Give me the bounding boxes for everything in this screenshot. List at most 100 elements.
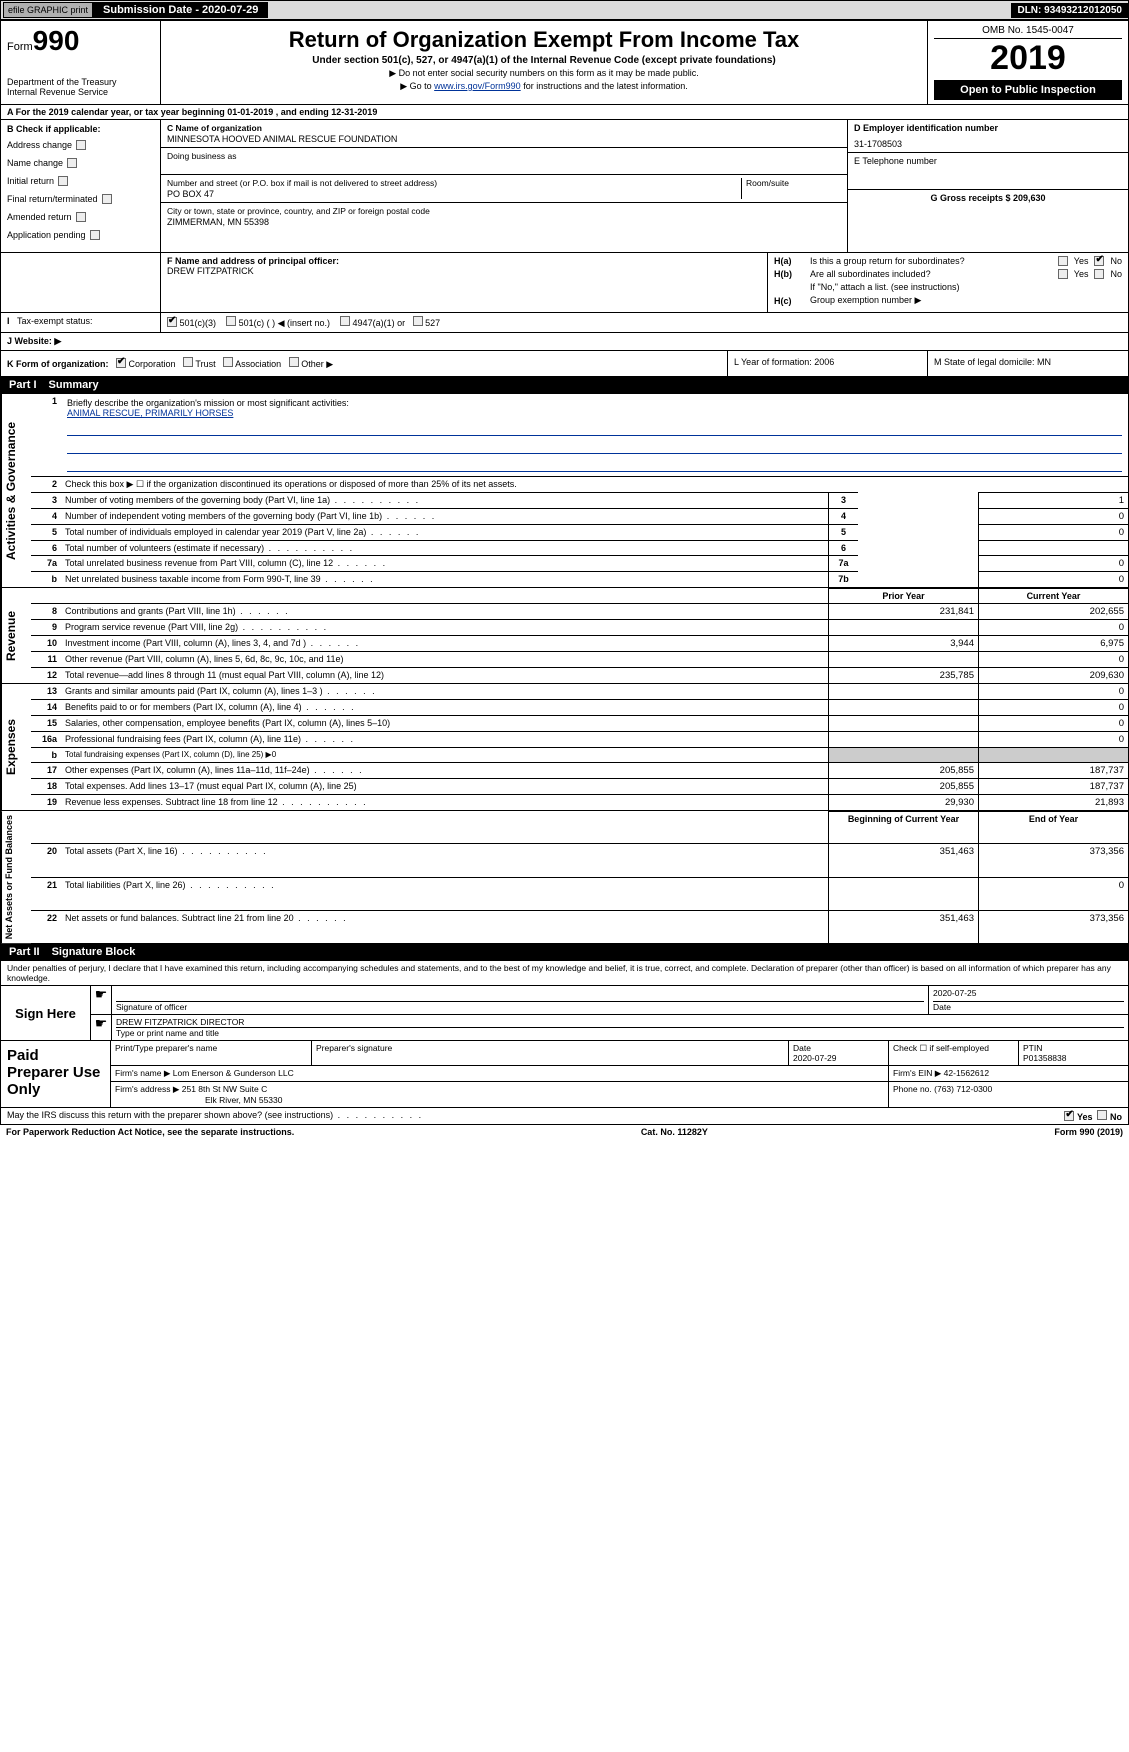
net-assets-section: Net Assets or Fund Balances Beginning of… — [0, 811, 1129, 944]
checkbox-icon[interactable] — [1064, 1111, 1074, 1121]
title-cell: Return of Organization Exempt From Incom… — [161, 21, 928, 104]
checkbox-icon[interactable] — [289, 357, 299, 367]
org-name-cell: C Name of organization MINNESOTA HOOVED … — [161, 120, 847, 148]
val-3: 1 — [978, 492, 1128, 508]
checkbox-icon[interactable] — [58, 176, 68, 186]
side-label-revenue: Revenue — [1, 588, 31, 683]
checkbox-icon[interactable] — [67, 158, 77, 168]
city-cell: City or town, state or province, country… — [161, 203, 847, 230]
form-prefix: Form — [7, 41, 33, 53]
checkbox-icon[interactable] — [1058, 269, 1068, 279]
firm-phone: (763) 712-0300 — [934, 1084, 992, 1094]
col-d: D Employer identification number 31-1708… — [848, 120, 1128, 252]
firm-addr2: Elk River, MN 55330 — [205, 1095, 282, 1105]
row-j: J Website: ▶ — [0, 333, 1129, 351]
checkbox-icon[interactable] — [116, 358, 126, 368]
checkbox-icon[interactable] — [1058, 256, 1068, 266]
arrow-icon: ☛ — [91, 1015, 111, 1040]
opt-final-return: Final return/terminated — [7, 194, 154, 204]
firm-ein: 42-1562612 — [944, 1068, 989, 1078]
form-number: 990 — [33, 25, 80, 56]
checkbox-icon[interactable] — [413, 316, 423, 326]
col-c: C Name of organization MINNESOTA HOOVED … — [161, 120, 848, 252]
addr-cell: Number and street (or P.O. box if mail i… — [161, 175, 847, 203]
room-suite: Room/suite — [741, 178, 841, 199]
activities-governance: Activities & Governance 1 Briefly descri… — [0, 394, 1129, 588]
opt-pending: Application pending — [7, 230, 154, 240]
header-grid: Form990 Department of the Treasury Inter… — [0, 20, 1129, 105]
checkbox-icon[interactable] — [102, 194, 112, 204]
officer-cell: F Name and address of principal officer:… — [161, 253, 768, 312]
val-7a: 0 — [978, 555, 1128, 571]
ein: 31-1708503 — [854, 139, 1122, 149]
signer-name: DREW FITZPATRICK DIRECTOR — [116, 1017, 1124, 1028]
side-label-activities: Activities & Governance — [1, 394, 31, 587]
street-address: PO BOX 47 — [167, 189, 741, 199]
row-a: A For the 2019 calendar year, or tax yea… — [0, 105, 1129, 120]
checkbox-icon[interactable] — [76, 140, 86, 150]
val-5: 0 — [978, 524, 1128, 540]
preparer-date: 2020-07-29 — [793, 1053, 836, 1063]
checkbox-icon[interactable] — [223, 357, 233, 367]
ein-cell: D Employer identification number 31-1708… — [848, 120, 1128, 153]
col-b-label: B Check if applicable: — [7, 124, 154, 134]
val-7b: 0 — [978, 571, 1128, 587]
opt-name-change: Name change — [7, 158, 154, 168]
form-id-cell: Form990 Department of the Treasury Inter… — [1, 21, 161, 104]
irs-link[interactable]: www.irs.gov/Form990 — [434, 81, 521, 91]
val-4: 0 — [978, 508, 1128, 524]
ptin: P01358838 — [1023, 1053, 1067, 1063]
firm-name: Lom Enerson & Gunderson LLC — [173, 1068, 294, 1078]
note2: ▶ Go to www.irs.gov/Form990 for instruct… — [167, 81, 921, 92]
city-state-zip: ZIMMERMAN, MN 55398 — [167, 217, 841, 227]
form-org: K Form of organization: Corporation Trus… — [1, 351, 728, 376]
org-name: MINNESOTA HOOVED ANIMAL RESCUE FOUNDATIO… — [167, 134, 841, 144]
row-klm: K Form of organization: Corporation Trus… — [0, 351, 1129, 377]
row-fh: F Name and address of principal officer:… — [0, 253, 1129, 313]
officer-name: DREW FITZPATRICK — [167, 266, 761, 276]
part1-header: Part I Summary — [0, 377, 1129, 394]
submission-date: Submission Date - 2020-07-29 — [93, 2, 268, 18]
checkbox-icon[interactable] — [1094, 256, 1104, 266]
revenue-section: Revenue Prior YearCurrent Year 8Contribu… — [0, 588, 1129, 684]
section-bcd: B Check if applicable: Address change Na… — [0, 120, 1129, 253]
row-i: I Tax-exempt status: 501(c)(3) 501(c) ( … — [0, 313, 1129, 333]
note1: ▶ Do not enter social security numbers o… — [167, 68, 921, 79]
tax-year: 2019 — [934, 39, 1122, 78]
checkbox-icon[interactable] — [90, 230, 100, 240]
omb-cell: OMB No. 1545-0047 2019 Open to Public In… — [928, 21, 1128, 104]
checkbox-icon[interactable] — [340, 316, 350, 326]
checkbox-icon[interactable] — [183, 357, 193, 367]
firm-addr1: 251 8th St NW Suite C — [182, 1084, 268, 1094]
year-formation: L Year of formation: 2006 — [728, 351, 928, 376]
checkbox-icon[interactable] — [226, 316, 236, 326]
checkbox-icon[interactable] — [1094, 269, 1104, 279]
form-title: Return of Organization Exempt From Incom… — [167, 27, 921, 53]
footer: For Paperwork Reduction Act Notice, see … — [0, 1125, 1129, 1139]
efile-badge: efile GRAPHIC print — [3, 2, 93, 18]
checkbox-icon[interactable] — [1097, 1110, 1107, 1120]
discuss-row: May the IRS discuss this return with the… — [0, 1108, 1129, 1125]
opt-address-change: Address change — [7, 140, 154, 150]
side-label-expenses: Expenses — [1, 684, 31, 810]
subtitle: Under section 501(c), 527, or 4947(a)(1)… — [167, 55, 921, 66]
col-b: B Check if applicable: Address change Na… — [1, 120, 161, 252]
checkbox-icon[interactable] — [167, 317, 177, 327]
group-return-cell: H(a)Is this a group return for subordina… — [768, 253, 1128, 312]
dept: Department of the Treasury Internal Reve… — [7, 77, 154, 97]
side-label-net-assets: Net Assets or Fund Balances — [1, 811, 31, 943]
open-public: Open to Public Inspection — [934, 80, 1122, 100]
gross-cell: G Gross receipts $ 209,630 — [848, 190, 1128, 206]
mission: ANIMAL RESCUE, PRIMARILY HORSES — [67, 408, 233, 418]
state-domicile: M State of legal domicile: MN — [928, 351, 1128, 376]
sign-here: Sign Here ☛ Signature of officer 2020-07… — [0, 986, 1129, 1041]
checkbox-icon[interactable] — [76, 212, 86, 222]
tel-cell: E Telephone number — [848, 153, 1128, 190]
top-bar: efile GRAPHIC print Submission Date - 20… — [0, 0, 1129, 20]
paid-preparer: Paid Preparer Use Only Print/Type prepar… — [0, 1041, 1129, 1108]
val-6 — [978, 540, 1128, 555]
perjury-statement: Under penalties of perjury, I declare th… — [0, 961, 1129, 986]
opt-amended: Amended return — [7, 212, 154, 222]
part2-header: Part II Signature Block — [0, 944, 1129, 961]
omb: OMB No. 1545-0047 — [934, 25, 1122, 39]
